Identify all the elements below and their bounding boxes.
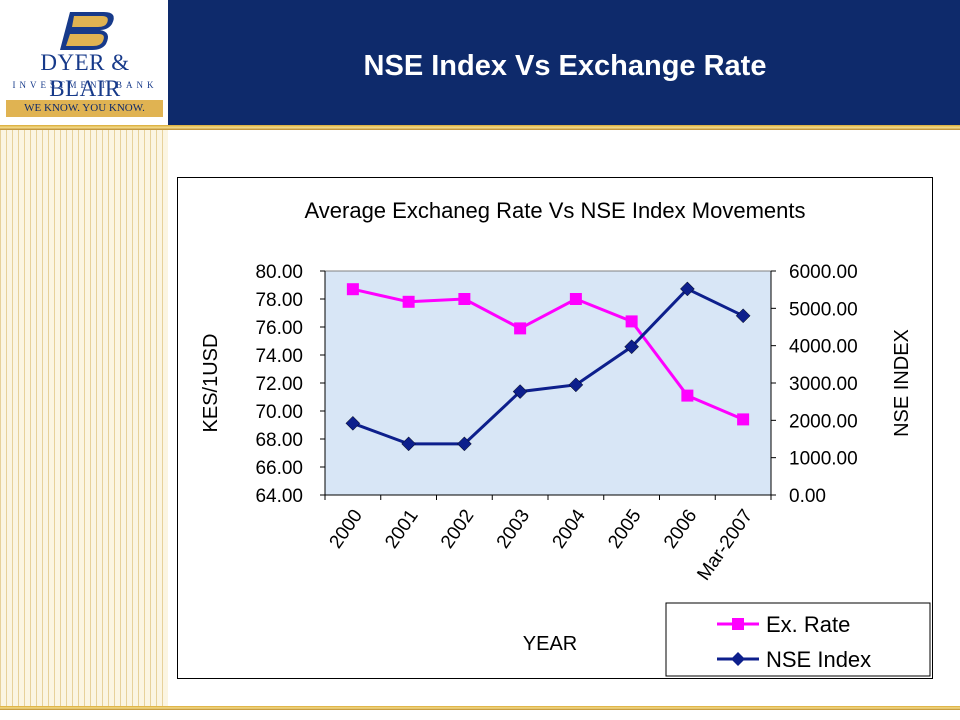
left-tick-label: 70.00 — [255, 402, 303, 423]
nse-index-point — [457, 436, 472, 452]
nse-index-point — [345, 415, 361, 431]
plot-area — [324, 270, 772, 496]
ex-rate-line — [352, 287, 744, 421]
right-tick-label: 0.00 — [789, 486, 826, 507]
legend-label: NSE Index — [766, 647, 871, 672]
legend-box — [665, 602, 931, 677]
page-title: NSE Index Vs Exchange Rate — [363, 50, 767, 82]
left-tick-label: 80.00 — [255, 262, 303, 283]
left-tick-label: 76.00 — [255, 318, 303, 339]
company-logo: DYER & BLAIR INVESTMENT BANK WE KNOW. YO… — [0, 0, 168, 125]
ex-rate-point — [458, 293, 471, 305]
header-divider — [0, 125, 960, 130]
legend-label: Ex. Rate — [766, 612, 850, 637]
ex-rate-point — [402, 295, 415, 308]
x-axis-label: YEAR — [523, 633, 577, 655]
nse-index-point — [624, 339, 639, 355]
legend-marker-diamond — [731, 652, 745, 666]
nse-index-point — [401, 436, 416, 452]
ex-rate-point — [569, 293, 582, 305]
ex-rate-point — [625, 315, 638, 328]
right-tick-label: 5000.00 — [789, 299, 858, 320]
left-axis-label: KES/1USD — [200, 334, 222, 433]
chart-title: Average Exchaneg Rate Vs NSE Index Movem… — [305, 198, 806, 223]
legend-marker-square — [732, 618, 744, 630]
decorative-stripes — [0, 130, 168, 706]
ex-rate-point — [681, 389, 694, 402]
nse-index-point — [680, 281, 695, 297]
footer-divider — [0, 706, 960, 710]
logo-emblem-icon — [60, 12, 114, 50]
logo-name: DYER & BLAIR — [40, 50, 130, 101]
right-tick-label: 2000.00 — [789, 411, 858, 432]
right-tick-label: 4000.00 — [789, 337, 858, 358]
nse-index-point — [735, 308, 751, 324]
nse-index-line — [352, 287, 744, 446]
ex-rate-point — [346, 283, 359, 296]
left-tick-label: 66.00 — [255, 458, 303, 479]
chart-container: Average Exchaneg Rate Vs NSE Index Movem… — [177, 177, 933, 679]
left-tick-label: 72.00 — [255, 374, 303, 395]
chart-legend: Ex. Rate NSE Index — [665, 602, 931, 677]
ex-rate-point — [737, 413, 750, 426]
nse-index-point — [512, 384, 528, 399]
nse-index-point — [568, 377, 584, 393]
right-tick-label: 1000.00 — [789, 449, 858, 470]
right-axis-label: NSE INDEX — [891, 329, 913, 437]
right-tick-label: 6000.00 — [789, 262, 858, 283]
left-tick-label: 78.00 — [255, 290, 303, 311]
left-tick-label: 68.00 — [255, 430, 303, 451]
left-tick-label: 64.00 — [255, 486, 303, 507]
logo-tagline: WE KNOW. YOU KNOW. — [6, 100, 163, 117]
left-tick-label: 74.00 — [255, 346, 303, 367]
right-tick-label: 3000.00 — [789, 374, 858, 395]
ex-rate-point — [514, 322, 527, 335]
logo-subtitle: INVESTMENT BANK — [12, 80, 158, 90]
